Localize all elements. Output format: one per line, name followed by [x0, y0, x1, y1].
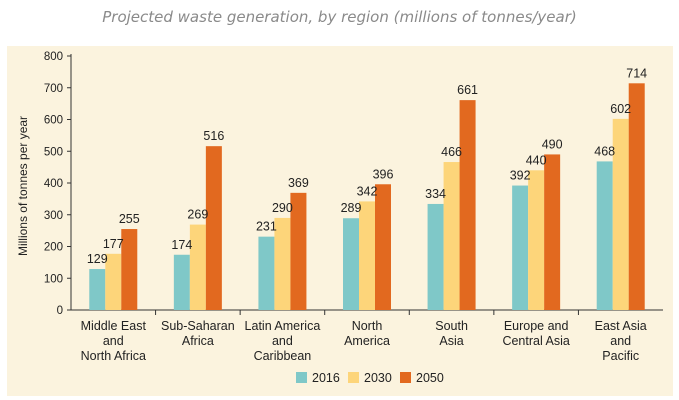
value-label: 516	[203, 129, 224, 143]
bar-2016	[258, 236, 275, 310]
value-label: 289	[341, 201, 362, 215]
category-label: Middle East	[81, 319, 147, 333]
category-label: Latin America	[245, 319, 321, 333]
legend-label: 2030	[364, 371, 392, 385]
category-label: Europe and	[504, 319, 569, 333]
category-label: North Africa	[81, 349, 146, 363]
y-tick-label: 100	[44, 273, 63, 285]
value-label: 290	[272, 201, 293, 215]
y-tick-label: 500	[44, 146, 63, 158]
y-tick-label: 800	[44, 51, 63, 63]
value-label: 174	[171, 238, 192, 252]
value-label: 602	[610, 102, 631, 116]
category-label: Africa	[182, 334, 214, 348]
value-label: 396	[373, 167, 394, 181]
value-label: 490	[542, 137, 563, 151]
y-axis-label: Millions of tonnes per year	[16, 116, 30, 256]
value-label: 714	[626, 66, 647, 80]
value-label: 392	[510, 169, 531, 183]
value-label: 129	[87, 252, 108, 266]
category-label: Central Asia	[502, 334, 569, 348]
value-label: 440	[526, 153, 547, 167]
bar-2030	[189, 224, 206, 310]
value-label: 255	[119, 212, 140, 226]
y-tick-label: 0	[57, 305, 63, 317]
bar-2016	[427, 203, 444, 310]
y-tick-label: 600	[44, 115, 63, 127]
bar-2016	[173, 254, 190, 310]
value-label: 269	[187, 208, 208, 222]
bar-2016	[89, 269, 106, 310]
bar-2030	[443, 162, 460, 310]
bar-2016	[343, 218, 359, 310]
y-tick-label: 700	[44, 83, 63, 95]
bar-2050	[375, 184, 391, 310]
value-label: 177	[103, 237, 124, 251]
chart-bars	[89, 83, 645, 311]
value-label: 369	[288, 176, 309, 190]
bar-2030	[612, 118, 629, 311]
category-label: America	[344, 334, 390, 348]
bar-2050	[205, 146, 222, 310]
legend-swatch-2050	[400, 372, 411, 383]
category-label: Caribbean	[254, 349, 312, 363]
bar-2030	[105, 253, 122, 310]
value-label: 661	[457, 83, 478, 97]
category-label: and	[610, 334, 631, 348]
chart-legend: 2016 2030 2050	[296, 371, 444, 385]
category-label: South	[435, 319, 468, 333]
bar-2050	[459, 100, 476, 310]
category-label: and	[103, 334, 124, 348]
bar-2030	[528, 170, 545, 310]
legend-swatch-2016	[296, 372, 307, 383]
category-label: North	[352, 319, 383, 333]
value-label: 231	[256, 220, 277, 234]
category-label: East Asia	[595, 319, 647, 333]
bar-2016	[596, 161, 613, 310]
value-label: 466	[441, 145, 462, 159]
category-label: Sub-Saharan	[161, 319, 235, 333]
bar-2050	[121, 229, 138, 310]
category-label: Asia	[439, 334, 463, 348]
chart-title: Projected waste generation, by region (m…	[102, 8, 577, 26]
value-label: 334	[425, 187, 446, 201]
bar-2050	[290, 192, 307, 310]
bar-2030	[274, 217, 291, 310]
bar-2050	[628, 83, 645, 311]
category-label: and	[272, 334, 293, 348]
bar-2050	[544, 154, 561, 310]
category-label: Pacific	[602, 349, 639, 363]
value-label: 468	[594, 144, 615, 158]
bar-2016	[512, 185, 529, 310]
y-tick-label: 400	[44, 178, 63, 190]
y-tick-label: 300	[44, 210, 63, 222]
y-tick-label: 200	[44, 242, 63, 254]
bar-2030	[359, 201, 375, 310]
legend-label: 2016	[312, 371, 340, 385]
value-label: 342	[357, 184, 378, 198]
legend-label: 2050	[416, 371, 444, 385]
legend-swatch-2030	[348, 372, 359, 383]
chart-panel	[7, 46, 673, 396]
